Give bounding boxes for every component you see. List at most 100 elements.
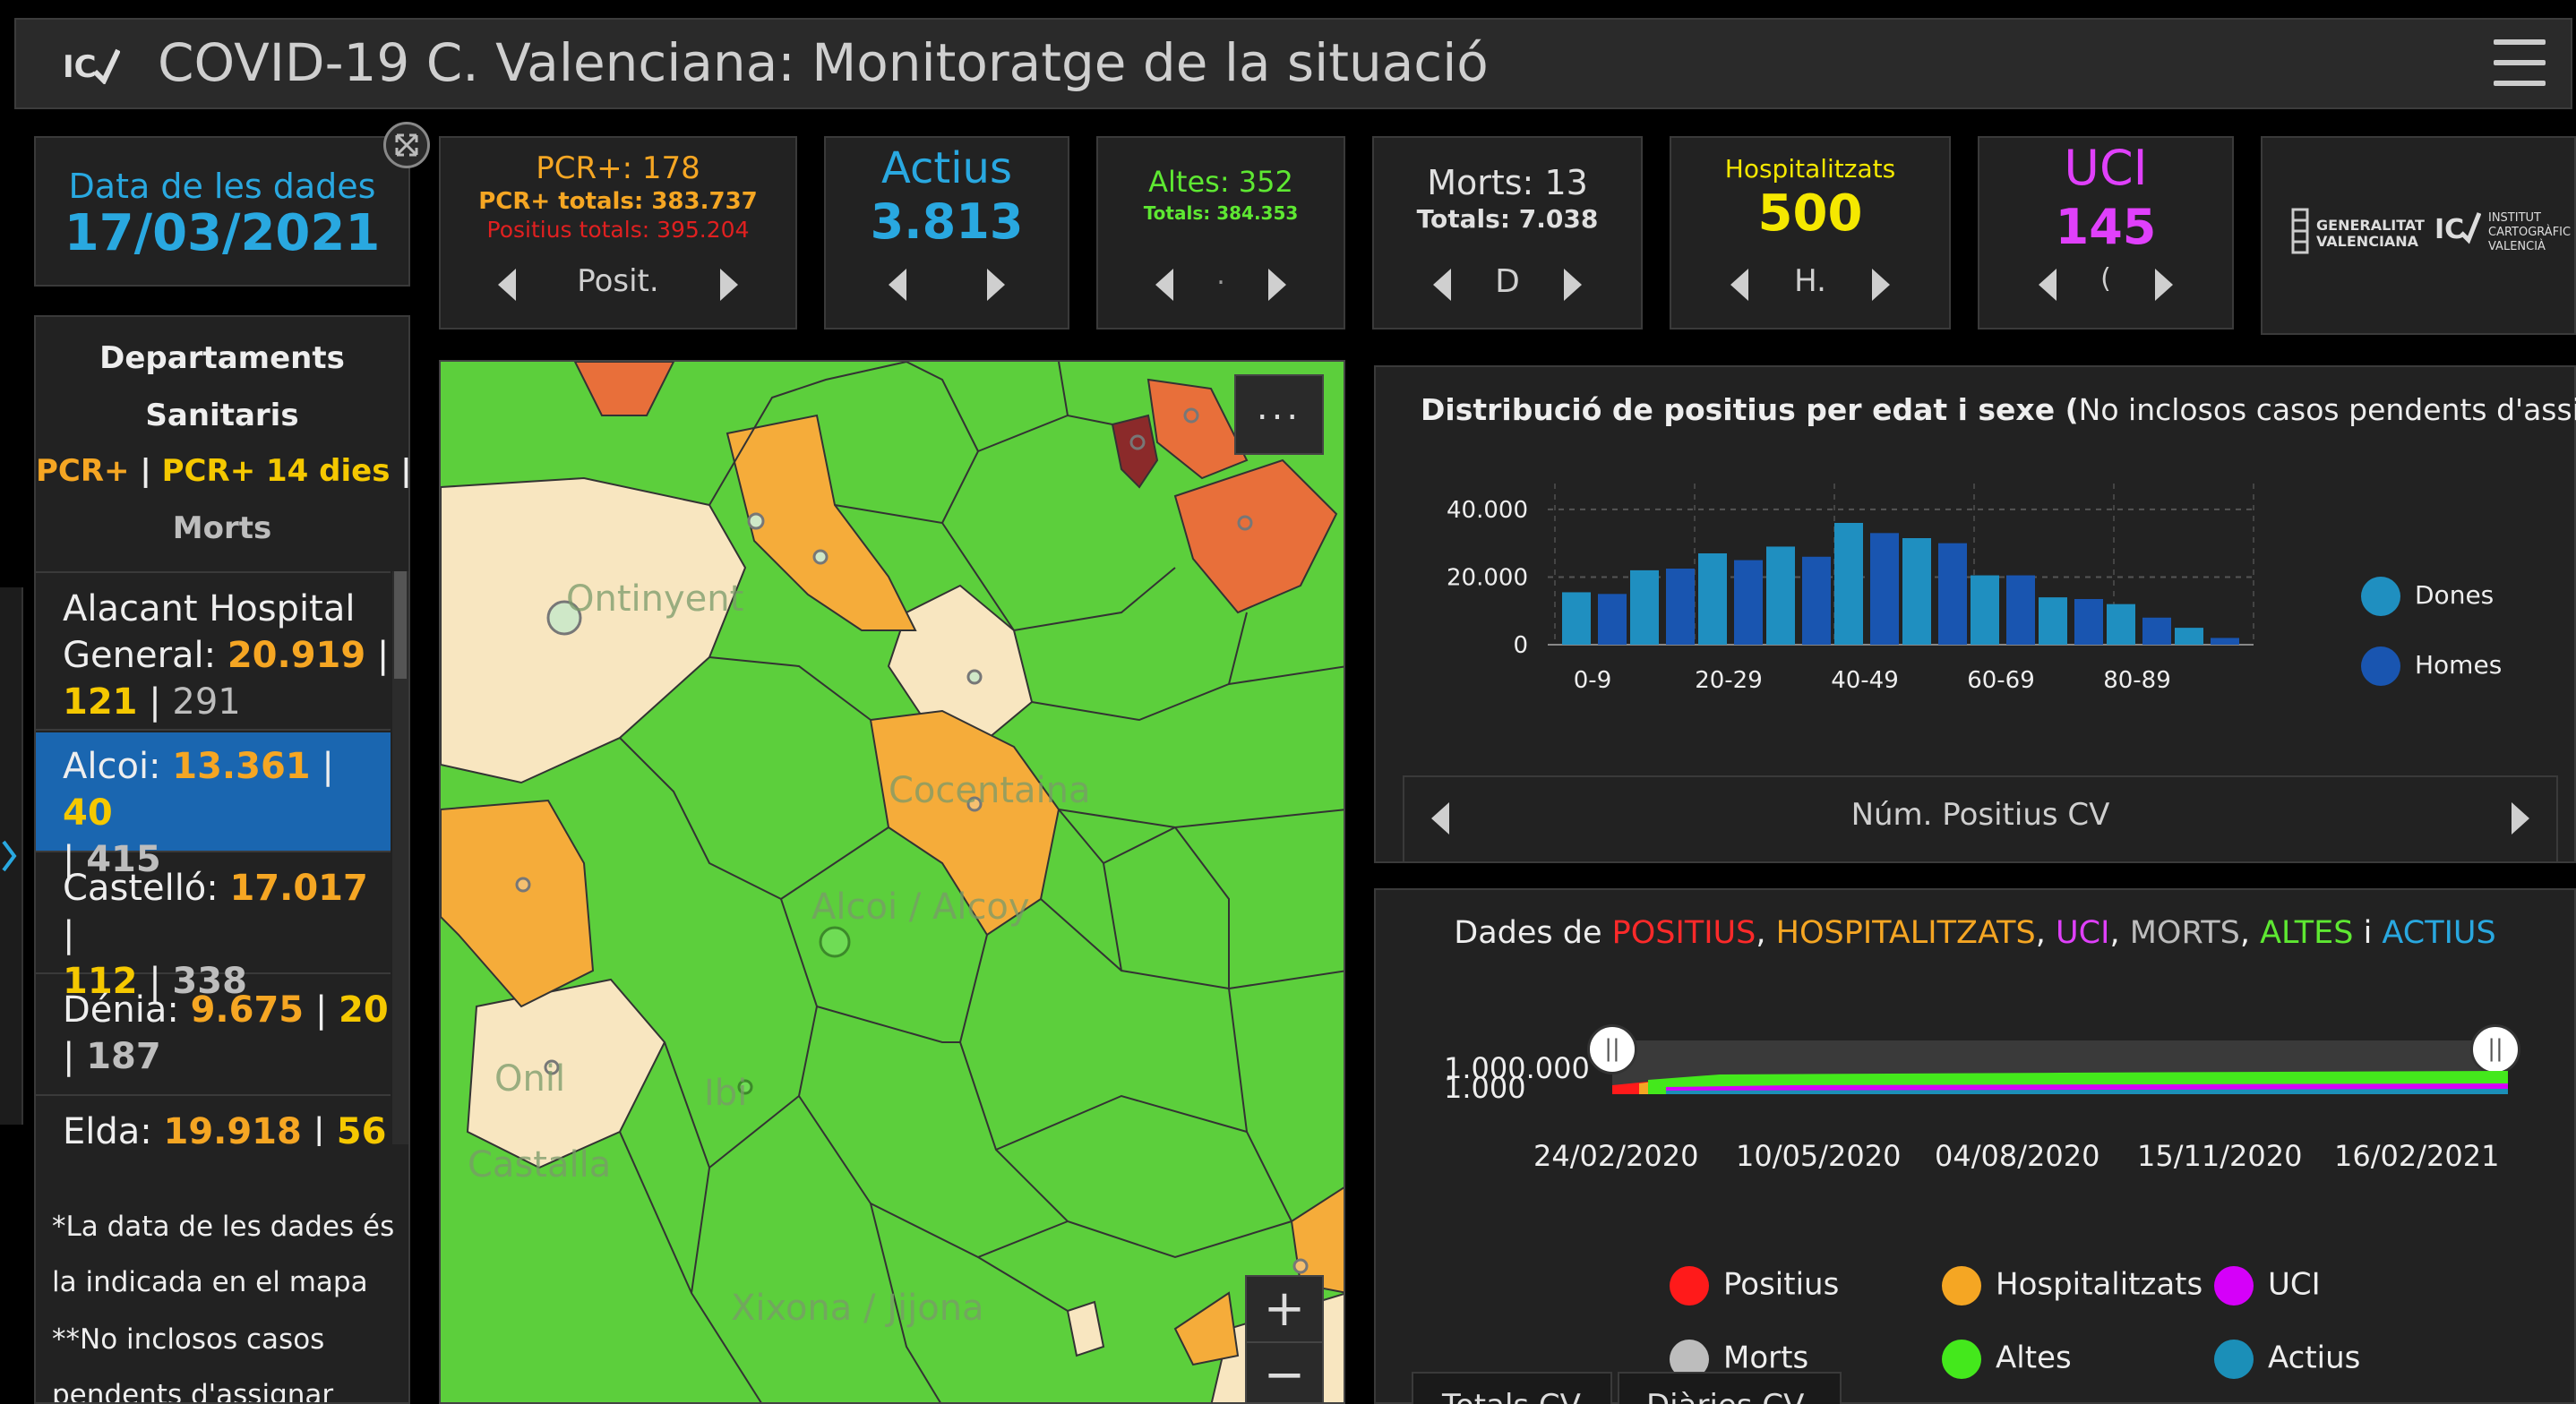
prev-arrow-icon[interactable]: [889, 269, 906, 301]
date-value: 17/03/2021: [64, 204, 381, 262]
legend-hospitalitzats[interactable]: Hospitalitzats: [1942, 1266, 2202, 1306]
prev-arrow-icon[interactable]: [1155, 269, 1173, 301]
timeline-title-part: HOSPITALITZATS: [1775, 915, 2036, 951]
list-item-selected[interactable]: Alcoi: 13.361 | 40 | 415: [36, 732, 391, 880]
bar-dones-90+[interactable]: [2175, 628, 2203, 645]
legend-dot: [1670, 1266, 1709, 1306]
timeline-title-part: UCI: [2056, 915, 2110, 951]
timeline-panel: Dades de POSITIUS, HOSPITALITZATS, UCI, …: [1374, 888, 2576, 1404]
age-chart-title-note: No inclosos casos pendents d'assignar): [2078, 392, 2576, 427]
bar-homes-0-9[interactable]: [1598, 594, 1627, 645]
timeline-title-part: MORTS: [2129, 915, 2240, 951]
legend-actius[interactable]: Actius: [2214, 1340, 2360, 1379]
prev-arrow-icon[interactable]: [1431, 802, 1449, 835]
map-view[interactable]: Ontinyent Cocentaina Alcoi / Alcoy Onil …: [439, 360, 1345, 1404]
hosp-nav: H.: [1671, 244, 1949, 328]
zoom-out-button[interactable]: −: [1263, 1346, 1306, 1404]
legend-altes[interactable]: Altes: [1942, 1340, 2072, 1379]
bar-homes-80-89[interactable]: [2142, 617, 2171, 645]
app-header: IC COVID-19 C. Valenciana: Monitoratge d…: [14, 18, 2572, 109]
map-canvas[interactable]: Ontinyent Cocentaina Alcoi / Alcoy Onil …: [441, 362, 1345, 1404]
range-handle-left[interactable]: ||: [1587, 1024, 1637, 1074]
bar-dones-70-79[interactable]: [2039, 597, 2067, 645]
list-item[interactable]: Dénia: 9.675 | 20 | 187: [36, 976, 391, 1096]
map-label: Ibi: [704, 1073, 747, 1114]
bar-dones-40-49[interactable]: [1834, 523, 1863, 645]
side-collapse-tab[interactable]: [0, 587, 23, 1125]
icv-logo-text1: INSTITUT: [2488, 211, 2541, 225]
y-tick-label: 40.000: [1447, 497, 1528, 524]
list-item[interactable]: Elda: 19.918 | 56 | 335: [63, 1111, 387, 1146]
prev-arrow-icon[interactable]: [2039, 269, 2057, 301]
bar-homes-60-69[interactable]: [2006, 575, 2035, 645]
bar-homes-10-19[interactable]: [1666, 569, 1695, 645]
map-label: Xixona / Jijona: [731, 1288, 984, 1329]
x-axis-label: 10/05/2020: [1736, 1139, 1902, 1173]
legend-dot: [2214, 1266, 2254, 1306]
departments-title-2: Sanitaris: [145, 398, 299, 433]
age-nav-label: Núm. Positius CV: [1850, 797, 2110, 833]
prev-arrow-icon[interactable]: [1433, 269, 1451, 301]
bar-homes-70-79[interactable]: [2074, 599, 2103, 645]
bar-dones-50-59[interactable]: [1902, 538, 1931, 645]
bar-homes-30-39[interactable]: [1802, 556, 1831, 645]
page-title: COVID-19 C. Valenciana: Monitoratge de l…: [158, 32, 1489, 93]
list-item[interactable]: Alacant Hospital General: 20.919 | 121 |…: [36, 582, 391, 731]
legend-dones[interactable]: Dones: [2361, 577, 2494, 616]
bar-homes-50-59[interactable]: [1938, 543, 1967, 645]
x-tick-label: 60-69: [1967, 667, 2035, 689]
next-arrow-icon[interactable]: [1268, 269, 1286, 301]
age-chart-nav: Núm. Positius CV: [1403, 775, 2558, 863]
legend-positius[interactable]: Positius: [1670, 1266, 1839, 1306]
y-tick-label: 20.000: [1447, 564, 1528, 591]
list-item[interactable]: Castelló: 17.017 | 112 | 338: [36, 854, 391, 1002]
prev-arrow-icon[interactable]: [498, 269, 516, 301]
uci-card: UCI 145 (: [1978, 136, 2234, 330]
legend-pcr: PCR+: [36, 453, 130, 489]
x-tick-label: 0-9: [1574, 667, 1611, 689]
hamburger-icon[interactable]: [2494, 39, 2546, 88]
pcr-card: PCR+: 178 PCR+ totals: 383.737 Positius …: [439, 136, 797, 330]
next-arrow-icon[interactable]: [720, 269, 738, 301]
bar-dones-0-9[interactable]: [1562, 592, 1591, 645]
gva-logo-icon: [2289, 206, 2311, 256]
actius-nav: [826, 244, 1068, 328]
uci-nav-label: (: [2100, 263, 2111, 295]
next-arrow-icon[interactable]: [2155, 269, 2173, 301]
tab-totals[interactable]: Totals CV: [1412, 1372, 1612, 1404]
list-scrollbar[interactable]: [392, 571, 408, 1144]
legend-homes[interactable]: Homes: [2361, 646, 2502, 686]
scrollbar-thumb[interactable]: [394, 571, 407, 679]
icv-logo-text3: VALENCIÀ: [2488, 240, 2546, 253]
prev-arrow-icon[interactable]: [1730, 269, 1748, 301]
altes-nav-label: .: [1216, 260, 1225, 291]
departments-list[interactable]: Alacant Hospital General: 20.919 | 121 |…: [36, 571, 391, 1146]
more-icon: ...: [1256, 387, 1302, 428]
footnote-1b: la indicada en el mapa: [52, 1266, 368, 1298]
departments-panel: Departaments Sanitaris PCR+ | PCR+ 14 di…: [34, 315, 410, 1404]
next-arrow-icon[interactable]: [1564, 269, 1582, 301]
legend-dones-dot: [2361, 577, 2400, 616]
bar-dones-80-89[interactable]: [2107, 604, 2135, 645]
gva-logo-text1: GENERALITAT: [2316, 217, 2425, 234]
next-arrow-icon[interactable]: [2512, 802, 2529, 835]
bar-dones-10-19[interactable]: [1630, 569, 1659, 645]
timeline-title-part: i: [2353, 915, 2383, 951]
expand-icon[interactable]: [383, 122, 430, 168]
map-more-button[interactable]: ...: [1234, 374, 1324, 455]
timeline-title-part: ACTIUS: [2382, 915, 2496, 951]
morts-nav: D: [1374, 244, 1641, 328]
bar-dones-20-29[interactable]: [1698, 553, 1727, 645]
tab-diaries[interactable]: Diàries CV: [1618, 1372, 1842, 1404]
bar-dones-30-39[interactable]: [1766, 546, 1795, 645]
icv-logo-icon: IC: [63, 47, 121, 86]
bar-homes-40-49[interactable]: [1870, 533, 1899, 645]
zoom-in-button[interactable]: +: [1247, 1277, 1322, 1343]
bar-dones-60-69[interactable]: [1971, 575, 1999, 645]
icv-logo-text2: CARTOGRÀFIC: [2488, 226, 2572, 239]
legend-uci[interactable]: UCI: [2214, 1266, 2321, 1306]
bar-homes-90+[interactable]: [2211, 638, 2239, 645]
bar-homes-20-29[interactable]: [1734, 560, 1763, 645]
next-arrow-icon[interactable]: [1872, 269, 1890, 301]
next-arrow-icon[interactable]: [987, 269, 1005, 301]
